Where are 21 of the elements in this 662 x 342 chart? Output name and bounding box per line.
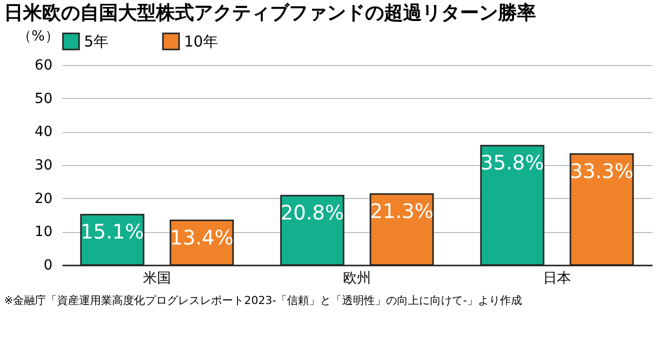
y-tick-label: 30: [34, 158, 52, 174]
data-label: 21.3%: [370, 199, 434, 223]
y-tick-label: 50: [34, 90, 52, 107]
data-label: 15.1%: [80, 220, 144, 244]
y-tick-label: 0: [44, 258, 52, 274]
data-label: 33.3%: [570, 159, 634, 183]
y-tick-label: 20: [34, 190, 52, 207]
y-tick-label: 60: [34, 58, 52, 74]
data-label: 13.4%: [170, 225, 234, 250]
x-tick-label: 米国: [143, 270, 171, 286]
x-tick-label: 日本: [543, 270, 571, 286]
text: ※金融庁「資産運用業高度化プログレスレポート2023-「信頼」と「透明性」の向上に向けて-」より作成: [4, 294, 522, 307]
chart-title: 日米欧の自国大型株式アクティブファンドの超過リターン勝率: [4, 2, 536, 24]
legend-label: 5年: [84, 32, 109, 50]
legend-label: 10年: [184, 32, 218, 50]
y-axis-title: （%）: [18, 28, 59, 44]
y-tick-label: 40: [34, 124, 52, 140]
data-label: 35.8%: [480, 150, 544, 175]
x-tick-label: 欧州: [343, 270, 371, 286]
y-tick-label: 10: [34, 224, 52, 240]
data-label: 20.8%: [280, 200, 344, 225]
